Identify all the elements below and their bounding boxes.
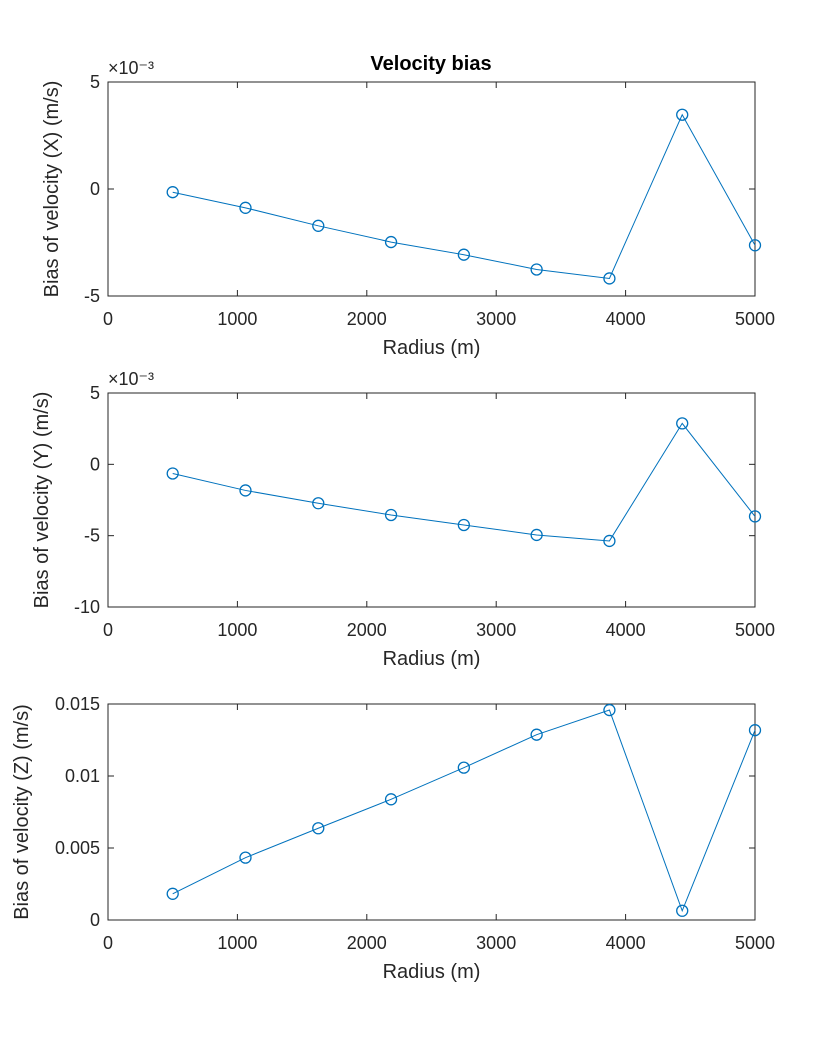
chart-0-exponent-label: ×10⁻³ [108,58,154,78]
chart-0-data-point [312,219,325,232]
chart-2-x-tick-label: 5000 [735,933,775,953]
chart-1-y-tick-label: -10 [74,597,100,617]
chart-2-y-tick-label: 0.005 [55,838,100,858]
chart-2-x-tick-label: 3000 [476,933,516,953]
chart-1-data-point [312,497,325,510]
chart-1-data-point [748,510,762,523]
chart-1-data-point [530,528,543,542]
chart-0-x-tick-label: 4000 [606,309,646,329]
chart-0-y-tick-label: 0 [90,179,100,199]
chart-2-y-tick-label: 0.015 [55,694,100,714]
chart-2-data-point [457,761,471,774]
chart-0-data-point [166,186,179,199]
chart-1-exponent-label: ×10⁻³ [108,369,154,389]
chart-2-data-point [603,703,616,717]
chart-1-x-tick-label: 2000 [347,620,387,640]
chart-2-x-tick-label: 0 [103,933,113,953]
chart-1-y-tick-label: -5 [84,526,100,546]
chart-1-x-tick-label: 1000 [217,620,257,640]
chart-2-series-line [172,709,756,913]
chart-1-x-tick-label: 0 [103,620,113,640]
chart-0-x-tick-label: 3000 [476,309,516,329]
chart-2-x-tick-label: 2000 [347,933,387,953]
chart-0-x-tick-label: 5000 [735,309,775,329]
chart-2-data-point [676,904,689,917]
chart-2-x-axis-label: Radius (m) [383,961,481,983]
chart-0-y-tick-label: 5 [90,72,100,92]
chart-2-data-point [239,851,252,864]
subplot-velocity-y: 0 1000 2000 3000 4000 5000 -10 -5 0 5 ×10⁻³ Radius … [31,369,775,670]
chart-0-data-point [239,201,252,214]
chart-2-data-point [166,887,179,900]
chart-0-y-axis-label: Bias of velocity (X) (m/s) [41,81,63,298]
chart-2-x-tick-label: 4000 [606,933,646,953]
chart-0-x-tick-label: 1000 [217,309,257,329]
chart-1-x-tick-label: 3000 [476,620,516,640]
figure-title: Velocity bias [370,53,491,75]
chart-1-x-tick-label: 5000 [735,620,775,640]
chart-1-data-point [384,508,398,522]
chart-2-y-tick-label: 0 [90,910,100,930]
chart-0-axes-box [107,81,756,297]
chart-1-data-point [239,484,252,497]
chart-2-data-point [748,724,762,737]
chart-1-data-point [457,518,471,532]
chart-0-data-point [603,272,616,285]
chart-0-x-tick-label: 2000 [347,309,387,329]
chart-2-data-point [312,822,325,835]
chart-0-data-point [457,248,471,261]
chart-1-series-line [172,422,756,542]
chart-2-y-tick-label: 0.01 [65,766,100,786]
chart-2-axes-box [107,703,756,921]
subplot-velocity-z: 0 1000 2000 3000 4000 5000 0 0.005 0.01 0.015 Radi… [11,694,775,983]
chart-0-series-line [172,113,756,279]
chart-1-x-axis-label: Radius (m) [383,648,481,670]
chart-2-y-axis-label: Bias of velocity (Z) (m/s) [11,704,33,920]
chart-1-y-tick-label: 0 [90,454,100,474]
chart-2-x-tick-label: 1000 [217,933,257,953]
chart-0-y-tick-label: -5 [84,286,100,306]
chart-0-x-tick-label: 0 [103,309,113,329]
chart-1-y-tick-label: 5 [90,383,100,403]
chart-0-data-point [748,239,762,252]
chart-0-x-axis-label: Radius (m) [383,337,481,359]
chart-1-y-axis-label: Bias of velocity (Y) (m/s) [31,392,53,609]
chart-2-data-point [530,728,543,741]
chart-2-data-point [384,793,398,806]
chart-0-data-point [530,263,543,276]
chart-0-data-point [384,235,398,249]
chart-1-x-tick-label: 4000 [606,620,646,640]
chart-1-data-point [166,467,179,480]
chart-1-data-point [676,417,689,430]
chart-0-data-point [676,108,689,121]
chart-1-data-point [603,534,616,548]
chart-1-axes-box [107,392,756,608]
